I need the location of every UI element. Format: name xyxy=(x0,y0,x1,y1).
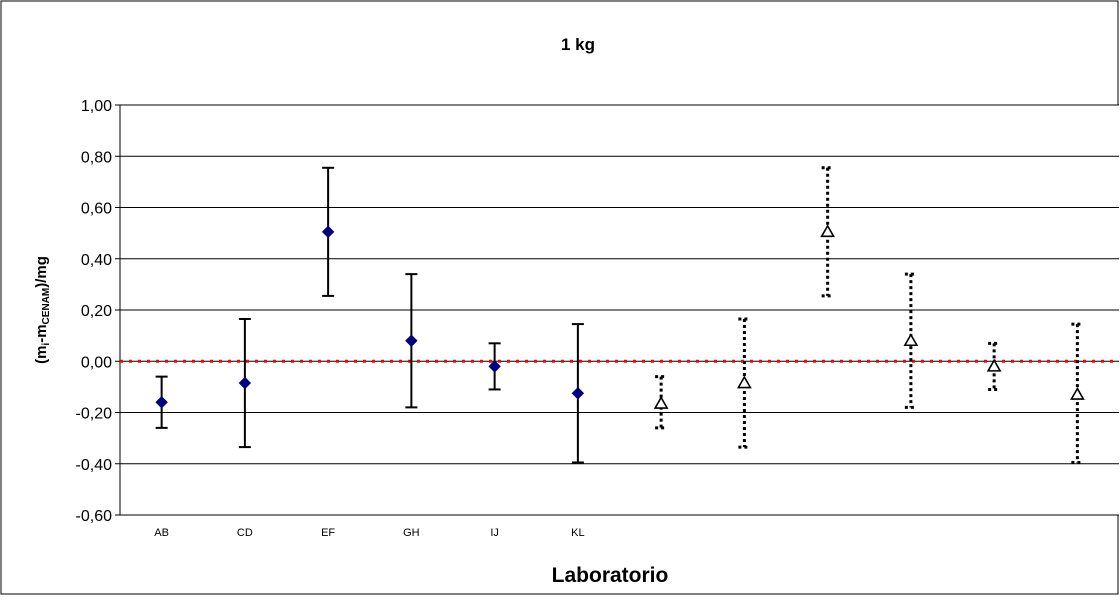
triangle-marker-1 xyxy=(736,375,752,389)
triangle-marker-3 xyxy=(903,333,919,347)
y-tick-label-7: -0,40 xyxy=(76,457,113,474)
y-tick-label-3: 0,40 xyxy=(81,252,112,269)
y-ticks: 1,00 0,80 0,60 0,40 0,20 0,00 -0,20 -0,40 -0,60 xyxy=(76,98,120,525)
y-axis-label-suffix: )/mg xyxy=(33,256,50,288)
triangle-marker-5 xyxy=(1069,386,1085,400)
diamond-marker-5 xyxy=(571,387,585,400)
chart-title: 1 kg xyxy=(561,35,595,54)
x-tick-label-ab: AB xyxy=(154,527,169,539)
y-axis-label-sub2: CENAM xyxy=(41,288,52,325)
diamond-marker-1 xyxy=(238,376,252,390)
x-axis-label: Laboratorio xyxy=(552,564,669,587)
x-tick-label-ef: EF xyxy=(321,527,335,539)
triangle-marker-0 xyxy=(653,395,669,409)
triangle-marker-4 xyxy=(986,358,1002,372)
y-tick-label-0: 1,00 xyxy=(81,98,112,115)
y-axis-label-mid: -m xyxy=(33,324,50,342)
y-axis-label: (mi-mCENAM)/mg xyxy=(33,256,52,364)
y-tick-label-8: -0,60 xyxy=(76,508,113,525)
y-axis-label-sub1: i xyxy=(41,343,52,346)
gridlines xyxy=(120,104,1119,516)
x-tick-label-kl: KL xyxy=(571,527,584,539)
x-tick-label-cd: CD xyxy=(237,527,253,539)
x-ticks: AB CD EF GH IJ KL xyxy=(154,527,584,539)
triangle-marker-2 xyxy=(820,224,836,238)
y-tick-label-2: 0,60 xyxy=(81,201,112,218)
y-axis-label-prefix: (m xyxy=(33,346,50,364)
diamond-marker-4 xyxy=(488,360,501,373)
y-tick-label-5: 0,00 xyxy=(81,354,112,371)
y-tick-label-4: 0,20 xyxy=(81,303,112,320)
diamond-marker-0 xyxy=(155,396,168,409)
y-tick-label-6: -0,20 xyxy=(76,406,113,423)
diamond-marker-3 xyxy=(405,334,418,347)
y-tick-label-1: 0,80 xyxy=(81,149,112,166)
diamond-marker-2 xyxy=(321,225,335,239)
x-tick-label-ij: IJ xyxy=(490,527,499,539)
markers xyxy=(155,224,1085,409)
x-tick-label-gh: GH xyxy=(403,527,420,539)
